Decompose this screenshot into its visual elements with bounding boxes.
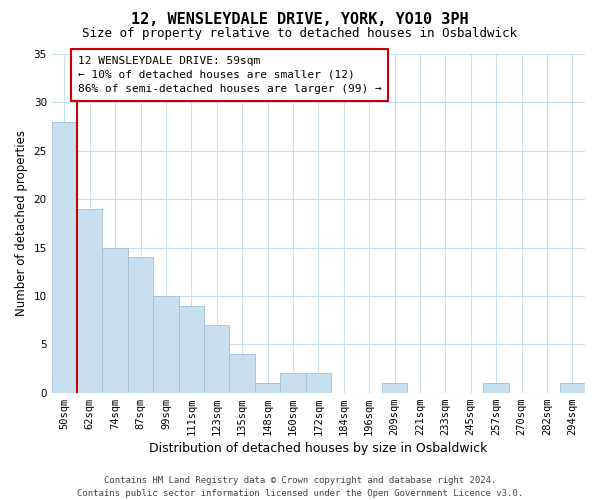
Bar	[255, 383, 280, 392]
Bar	[204, 325, 229, 392]
Text: Contains HM Land Registry data © Crown copyright and database right 2024.
Contai: Contains HM Land Registry data © Crown c…	[77, 476, 523, 498]
Bar	[153, 296, 179, 392]
Bar	[128, 257, 153, 392]
Bar	[103, 248, 128, 392]
Y-axis label: Number of detached properties: Number of detached properties	[15, 130, 28, 316]
Bar	[305, 374, 331, 392]
Bar	[179, 306, 204, 392]
Bar	[560, 383, 585, 392]
X-axis label: Distribution of detached houses by size in Osbaldwick: Distribution of detached houses by size …	[149, 442, 488, 455]
Text: 12 WENSLEYDALE DRIVE: 59sqm
← 10% of detached houses are smaller (12)
86% of sem: 12 WENSLEYDALE DRIVE: 59sqm ← 10% of det…	[77, 56, 382, 94]
Bar	[77, 209, 103, 392]
Text: 12, WENSLEYDALE DRIVE, YORK, YO10 3PH: 12, WENSLEYDALE DRIVE, YORK, YO10 3PH	[131, 12, 469, 28]
Bar	[382, 383, 407, 392]
Bar	[484, 383, 509, 392]
Bar	[280, 374, 305, 392]
Bar	[52, 122, 77, 392]
Text: Size of property relative to detached houses in Osbaldwick: Size of property relative to detached ho…	[83, 28, 517, 40]
Bar	[229, 354, 255, 393]
